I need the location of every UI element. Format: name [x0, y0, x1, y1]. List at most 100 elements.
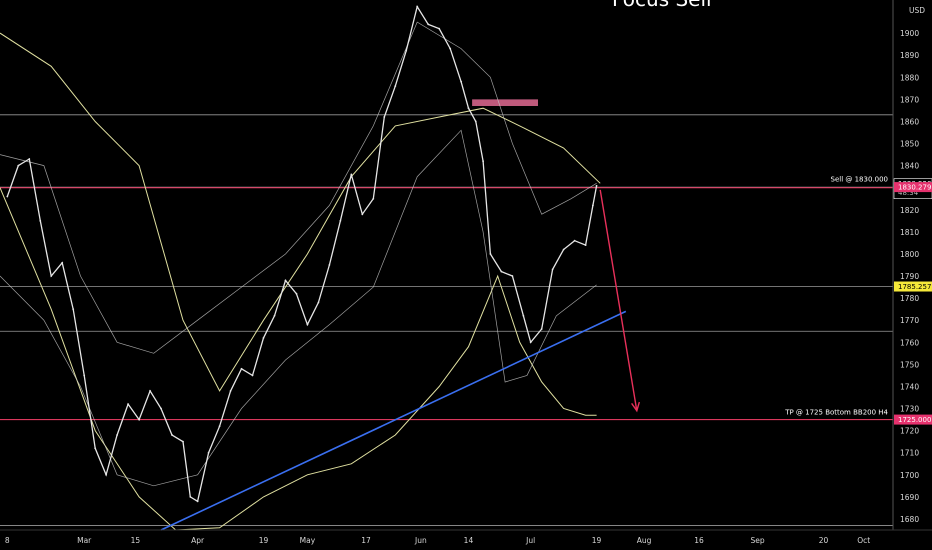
price-line [6, 4, 598, 503]
supply-zone-group [472, 99, 538, 106]
horizontal-levels [0, 114, 893, 526]
price-point-25 [273, 314, 276, 317]
price-point-40 [438, 27, 441, 30]
price-point-54 [573, 239, 576, 242]
y-tick-label: 1840 [900, 162, 919, 171]
y-tick-label: 1720 [900, 427, 919, 436]
y-tick-label: 1730 [900, 405, 919, 414]
price-point-0 [6, 195, 9, 198]
band-outer-lower [0, 187, 597, 531]
price-point-2 [28, 158, 31, 160]
price-point-18 [196, 500, 199, 503]
price-point-15 [171, 434, 173, 436]
x-tick-label: Mar [77, 536, 92, 545]
band-inner-lower [0, 129, 597, 487]
price-point-21 [229, 389, 232, 392]
price-point-35 [383, 116, 386, 118]
price-point-23 [251, 374, 254, 377]
price-point-53 [562, 248, 565, 251]
price-point-4 [50, 275, 53, 277]
y-tick-label: 1740 [900, 382, 919, 391]
x-tick-label: 16 [694, 536, 704, 545]
x-tick-label: May [300, 536, 316, 545]
price-badge-countdown: 48:34 [898, 189, 919, 197]
band-outer-upper [0, 32, 601, 392]
y-tick-label: 1850 [900, 140, 919, 149]
price-point-36 [394, 85, 397, 88]
bollinger-bands [0, 21, 601, 531]
y-tick-label: 1900 [900, 29, 919, 38]
y-tick-label: 1770 [900, 316, 919, 325]
y-tick-label: 1750 [900, 360, 919, 369]
supply-zone [472, 99, 538, 106]
price-point-29 [317, 301, 320, 304]
price-point-19 [207, 451, 210, 454]
price-point-22 [240, 367, 243, 370]
price-point-44 [474, 120, 477, 123]
price-point-5 [61, 261, 64, 264]
price-point-3 [39, 219, 42, 222]
price-point-10 [116, 434, 119, 436]
y-tick-label: 1890 [900, 51, 919, 60]
price-point-9 [105, 473, 108, 476]
forecast-arrow-shaft [599, 189, 638, 411]
tp-annotation: TP @ 1725 Bottom BB200 H4 [784, 409, 888, 417]
price-point-41 [449, 47, 452, 50]
x-tick-label: 15 [131, 536, 141, 545]
price-point-27 [295, 292, 298, 295]
x-tick-label: 20 [819, 536, 829, 545]
price-point-6 [72, 308, 75, 311]
price-point-11 [127, 403, 129, 406]
y-tick-label: 1800 [900, 250, 919, 259]
band-inner-upper [0, 21, 597, 354]
x-tick-label: 19 [592, 536, 602, 545]
forecast-arrow-group [599, 189, 641, 413]
y-tick-label: 1790 [900, 272, 919, 281]
y-tick-label: 1700 [900, 471, 919, 480]
price-point-45 [482, 160, 484, 163]
price-series [6, 4, 598, 503]
y-tick-label: 1710 [900, 449, 919, 458]
sell-annotation: Sell @ 1830.000 [831, 176, 889, 184]
x-tick-label: Jul [525, 536, 535, 545]
price-point-28 [306, 323, 309, 326]
y-tick-label: 1810 [900, 228, 919, 237]
y-tick-label: 1780 [900, 294, 919, 303]
price-point-37 [405, 49, 408, 52]
annotations: Sell @ 1830.000 TP @ 1725 Bottom BB200 H4 [784, 176, 888, 417]
price-point-16 [182, 440, 184, 443]
price-point-12 [138, 418, 140, 421]
price-point-1 [17, 164, 20, 167]
price-point-50 [529, 341, 532, 344]
x-tick-label: 8 [5, 536, 10, 545]
price-point-7 [83, 374, 86, 377]
price-point-32 [350, 173, 353, 176]
y-tick-label: 1870 [900, 95, 919, 104]
price-point-47 [500, 270, 503, 273]
currency-label: USD [909, 6, 925, 15]
price-point-42 [460, 80, 463, 83]
y-tick-label: 1880 [900, 73, 919, 82]
price-point-13 [149, 389, 151, 392]
trendline [160, 310, 627, 531]
price-point-56 [591, 204, 594, 207]
chart-title: Focus Sell [612, 0, 712, 11]
y-tick-label: 1690 [900, 493, 919, 502]
price-point-17 [189, 495, 192, 498]
price-point-33 [361, 213, 364, 216]
price-point-8 [94, 447, 97, 450]
trendline-group [160, 310, 627, 531]
x-tick-label: Oct [857, 536, 870, 545]
price-point-24 [262, 336, 265, 339]
x-tick-label: 14 [464, 536, 474, 545]
price-point-55 [584, 244, 587, 247]
x-tick-label: 19 [259, 536, 269, 545]
price-point-20 [218, 425, 221, 428]
price-badge-label: 1785.257 [898, 283, 931, 291]
price-badge-label: 1830.279 [898, 184, 931, 192]
x-tick-label: Aug [637, 536, 652, 545]
time-axis: 8 Mar 15 Apr 19 May 17 Jun 14 Jul 19 Aug 16 Sep 20 Oct [0, 529, 932, 545]
